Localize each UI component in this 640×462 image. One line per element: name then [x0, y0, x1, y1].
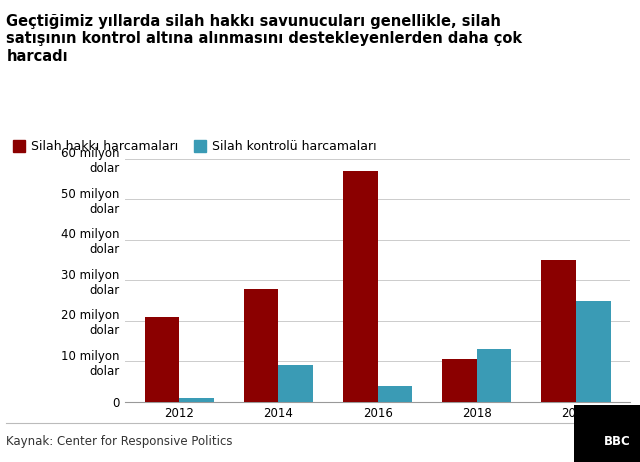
Text: BBC: BBC: [604, 435, 630, 448]
Bar: [145, 317, 179, 402]
Legend: Silah hakkı harcamaları, Silah kontrolü harcamaları: Silah hakkı harcamaları, Silah kontrolü …: [13, 140, 377, 153]
Bar: [378, 386, 412, 402]
Text: Kaynak: Center for Responsive Politics: Kaynak: Center for Responsive Politics: [6, 435, 233, 448]
Text: Geçtiğimiz yıllarda silah hakkı savunucuları genellikle, silah
satışının kontrol: Geçtiğimiz yıllarda silah hakkı savunucu…: [6, 14, 522, 64]
Bar: [244, 288, 278, 402]
Bar: [541, 260, 576, 402]
Bar: [442, 359, 477, 402]
Bar: [477, 349, 511, 402]
Bar: [576, 301, 611, 402]
Bar: [278, 365, 313, 402]
Bar: [179, 398, 214, 402]
Bar: [343, 171, 378, 402]
